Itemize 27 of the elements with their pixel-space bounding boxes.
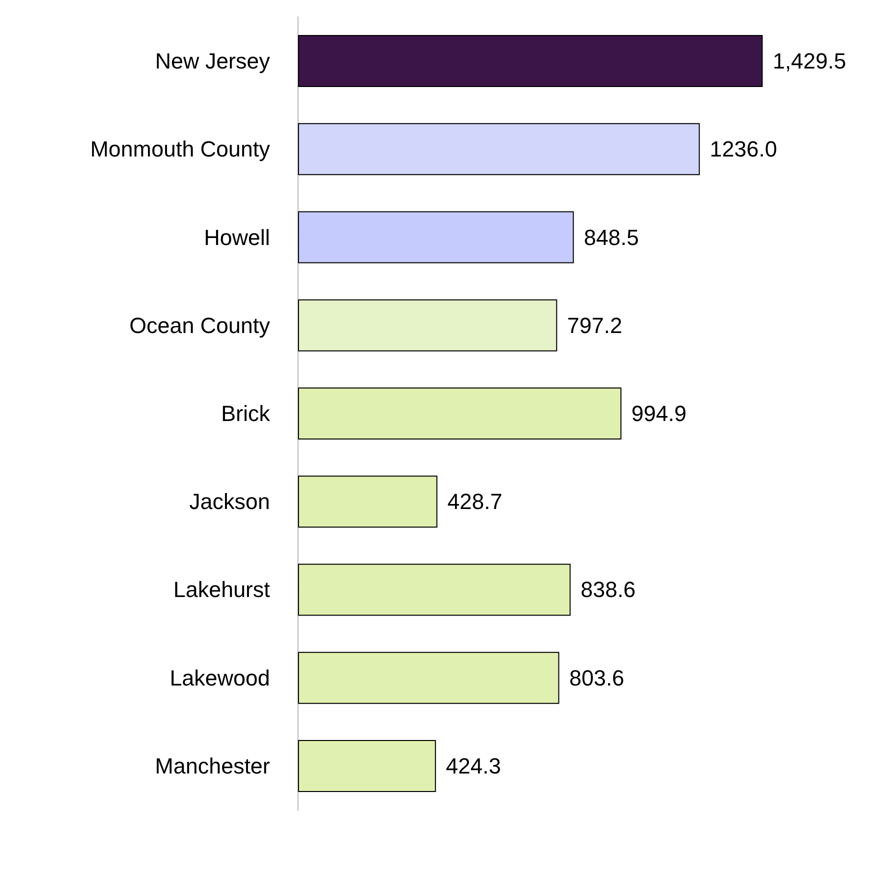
- y-tick-label: Brick: [221, 401, 271, 426]
- y-tick-label: Ocean County: [129, 312, 270, 338]
- data-label: 428.7: [447, 489, 502, 514]
- y-tick-label: New Jersey: [155, 48, 270, 74]
- y-tick-label: Lakewood: [170, 665, 270, 690]
- bar: [298, 123, 700, 176]
- bar: [298, 564, 571, 616]
- y-tick-label: Manchester: [155, 753, 270, 778]
- data-label: 1236.0: [710, 136, 778, 162]
- y-tick-label: Howell: [204, 224, 270, 250]
- bar: [298, 388, 622, 440]
- data-label: 994.9: [631, 401, 686, 426]
- y-tick-label: Monmouth County: [90, 136, 270, 162]
- data-label: 838.6: [580, 577, 636, 602]
- data-label: 1,429.5: [772, 48, 846, 74]
- bar: [298, 476, 438, 528]
- bar: [298, 299, 558, 352]
- bar: [298, 211, 574, 264]
- data-label: 803.6: [569, 665, 624, 690]
- bar: [298, 740, 436, 792]
- data-label: 848.5: [584, 224, 639, 250]
- bar: [298, 35, 763, 88]
- data-label: 424.3: [446, 753, 501, 778]
- data-label: 797.2: [567, 312, 622, 338]
- y-tick-label: Jackson: [189, 489, 270, 514]
- bar: [298, 652, 560, 704]
- y-tick-label: Lakehurst: [173, 577, 270, 602]
